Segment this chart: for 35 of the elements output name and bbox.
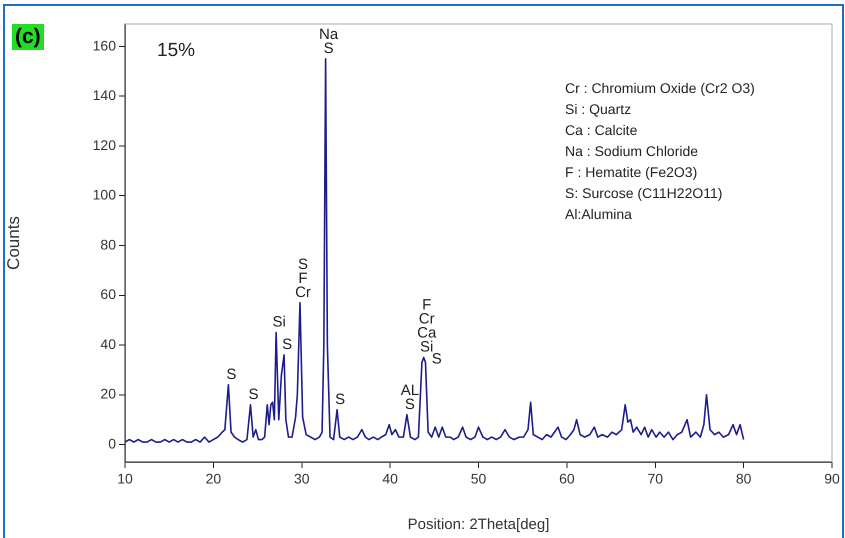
y-axis-title: Counts xyxy=(4,216,23,270)
annotation: S xyxy=(282,336,292,354)
annotation: S: Surcose (C11H22O11) xyxy=(565,184,724,203)
annotation: Ca : Calcite xyxy=(565,121,638,140)
annotation: 15% xyxy=(157,40,196,62)
x-tick-label: 30 xyxy=(294,470,310,486)
y-tick-label: 100 xyxy=(92,186,116,203)
y-tick-label: 80 xyxy=(100,236,116,252)
x-tick-label: 70 xyxy=(647,470,664,486)
y-tick-label: 160 xyxy=(92,37,116,54)
annotation: F : Hematite (Fe2O3) xyxy=(565,163,698,182)
annotation: Si xyxy=(272,314,286,331)
x-tick-label: 90 xyxy=(824,470,840,486)
y-tick-label: 60 xyxy=(100,286,116,302)
annotation: S xyxy=(248,386,258,403)
x-tick-label: 50 xyxy=(470,470,486,486)
annotation: Si : Quartz xyxy=(565,100,632,119)
annotation: S xyxy=(432,350,442,368)
y-tick-label: 140 xyxy=(92,87,116,104)
x-axis-title: Position: 2Theta[deg] xyxy=(408,516,550,534)
text: (c) xyxy=(12,24,44,50)
y-tick-label: 20 xyxy=(100,386,116,402)
x-tick-label: 60 xyxy=(559,470,575,486)
x-tick-label: 80 xyxy=(736,470,752,486)
annotation: Na : Sodium Chloride xyxy=(565,142,700,161)
annotation: S xyxy=(335,390,346,408)
annotation: Al:Alumina xyxy=(565,205,633,224)
y-tick-label: 0 xyxy=(108,435,116,452)
x-tick-label: 20 xyxy=(206,470,222,486)
annotation: S xyxy=(226,366,236,383)
x-tick-label: 40 xyxy=(382,470,398,486)
x-tick-label: 10 xyxy=(117,470,133,486)
y-tick-label: 120 xyxy=(92,136,116,153)
y-tick-label: 40 xyxy=(100,336,116,352)
annotation: Cr : Chromium Oxide (Cr2 O3) xyxy=(565,79,755,98)
